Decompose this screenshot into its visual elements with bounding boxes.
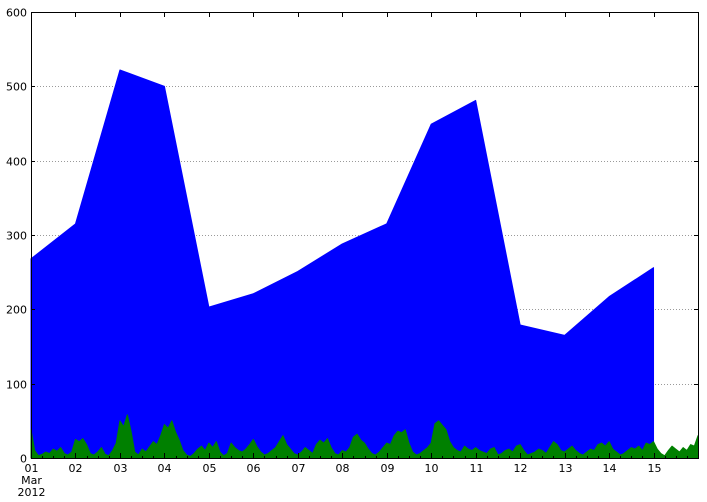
x-tick-label: 01 — [25, 462, 39, 475]
x-tick-label: 04 — [158, 462, 172, 475]
x-tick-label: 11 — [470, 462, 484, 475]
x-tick-label: 12 — [514, 462, 528, 475]
x-tick-sublabel: 2012 — [18, 486, 46, 499]
x-tick-label: 06 — [247, 462, 261, 475]
x-tick-label: 14 — [603, 462, 617, 475]
y-tick-label: 500 — [6, 81, 27, 94]
x-tick-label: 05 — [203, 462, 217, 475]
series-area-2 — [30, 414, 699, 459]
x-tick-label: 15 — [648, 462, 662, 475]
series-area-1 — [30, 69, 655, 459]
y-tick-label: 200 — [6, 304, 27, 317]
x-tick-label: 07 — [292, 462, 306, 475]
x-tick-label: 03 — [114, 462, 128, 475]
x-tick-label: 10 — [425, 462, 439, 475]
y-tick-label: 400 — [6, 156, 27, 169]
x-tick-label: 09 — [381, 462, 395, 475]
x-tick-label: 08 — [336, 462, 350, 475]
x-tick-label: 13 — [559, 462, 573, 475]
y-tick-label: 100 — [6, 379, 27, 392]
x-tick-label: 02 — [69, 462, 83, 475]
x-tick-sublabel: Mar — [21, 474, 42, 487]
y-tick-label: 600 — [6, 7, 27, 20]
y-tick-label: 300 — [6, 230, 27, 243]
y-axis: 0 100 200 300 400 500 600 — [6, 7, 698, 466]
series-areas — [30, 69, 699, 459]
y-tick-label: 0 — [20, 453, 27, 466]
